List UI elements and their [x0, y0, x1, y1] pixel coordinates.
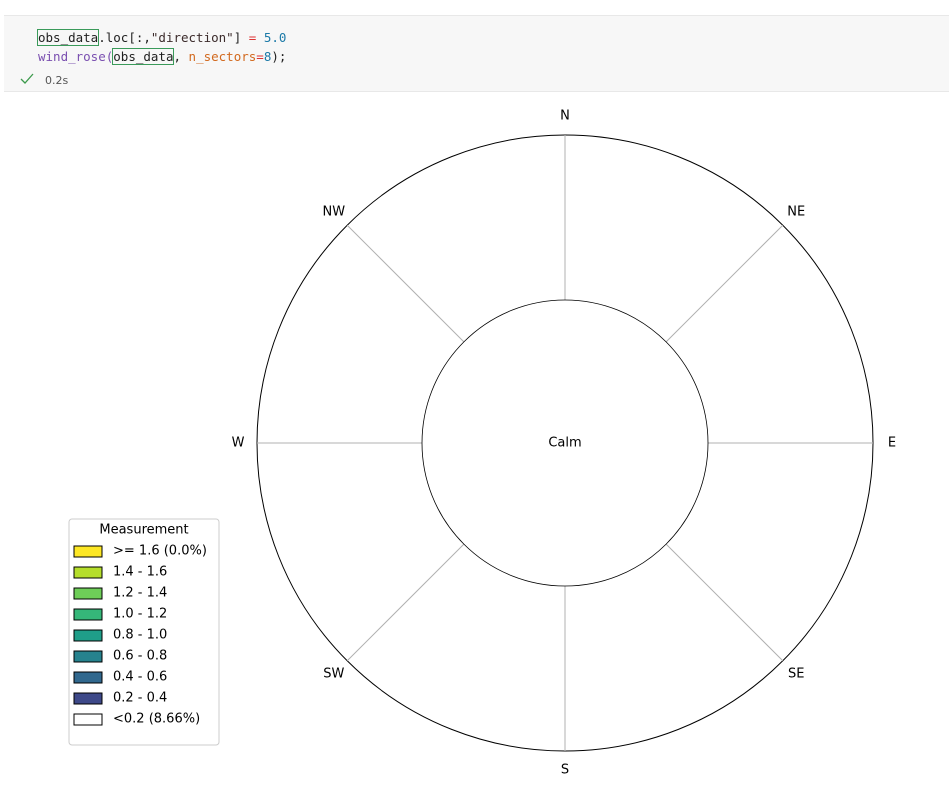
direction-label: W: [232, 436, 245, 451]
legend-swatch: [73, 671, 103, 684]
legend-label: <0.2 (8.66%): [113, 712, 200, 727]
code-token: obs_data: [36, 29, 100, 46]
legend-swatch: [73, 566, 103, 579]
legend-swatch: [73, 587, 103, 600]
direction-label: E: [888, 436, 896, 451]
legend-label: 0.8 - 1.0: [113, 628, 167, 643]
legend-label: 0.4 - 0.6: [113, 670, 167, 685]
direction-label: SE: [788, 667, 804, 682]
legend-label: 1.0 - 1.2: [113, 607, 167, 622]
direction-label: NE: [787, 204, 805, 219]
success-icon: [20, 73, 34, 84]
legend-swatch: [73, 692, 103, 705]
code-token: 8: [263, 49, 272, 64]
legend-box: [68, 518, 220, 746]
direction-label: S: [561, 763, 569, 778]
sector-line: [346, 543, 465, 662]
legend-swatch: [73, 545, 103, 558]
code-token: =: [248, 30, 257, 45]
legend-swatch: [73, 608, 103, 621]
code-cell[interactable]: obs_data.loc[:,"direction"] = 5.0 wind_r…: [4, 15, 949, 92]
code-token: n_sectors: [188, 49, 257, 64]
calm-label: Calm: [548, 436, 581, 451]
direction-label: NW: [322, 204, 345, 219]
code-token: );: [271, 49, 287, 64]
legend-label: 1.2 - 1.4: [113, 586, 167, 601]
legend-title: Measurement: [99, 523, 188, 538]
legend-label: 0.6 - 0.8: [113, 649, 167, 664]
code-token: =: [256, 49, 264, 64]
code-token: wind_rose(: [38, 49, 114, 64]
legend-swatch: [73, 713, 103, 726]
code-token: .loc[:,: [98, 30, 151, 45]
sector-line: [346, 224, 465, 343]
legend-swatch: [73, 629, 103, 642]
legend-label: 0.2 - 0.4: [113, 691, 167, 706]
legend-label: 1.4 - 1.6: [113, 565, 167, 580]
sector-line: [665, 543, 784, 662]
legend-swatch: [73, 650, 103, 663]
code-token: "direction": [150, 30, 234, 45]
code: obs_data.loc[:,"direction"] = 5.0 wind_r…: [36, 28, 287, 66]
code-token: ]: [233, 30, 249, 45]
execution-time: 0.2s: [45, 74, 69, 87]
direction-label: N: [560, 109, 570, 124]
sector-line: [665, 224, 784, 343]
calm-circle: [421, 299, 709, 587]
code-token: obs_data: [112, 48, 175, 65]
direction-label: SW: [323, 667, 344, 682]
code-token: ,: [173, 49, 189, 64]
code-token: 5.0: [263, 30, 287, 45]
legend-label: >= 1.6 (0.0%): [113, 544, 207, 559]
